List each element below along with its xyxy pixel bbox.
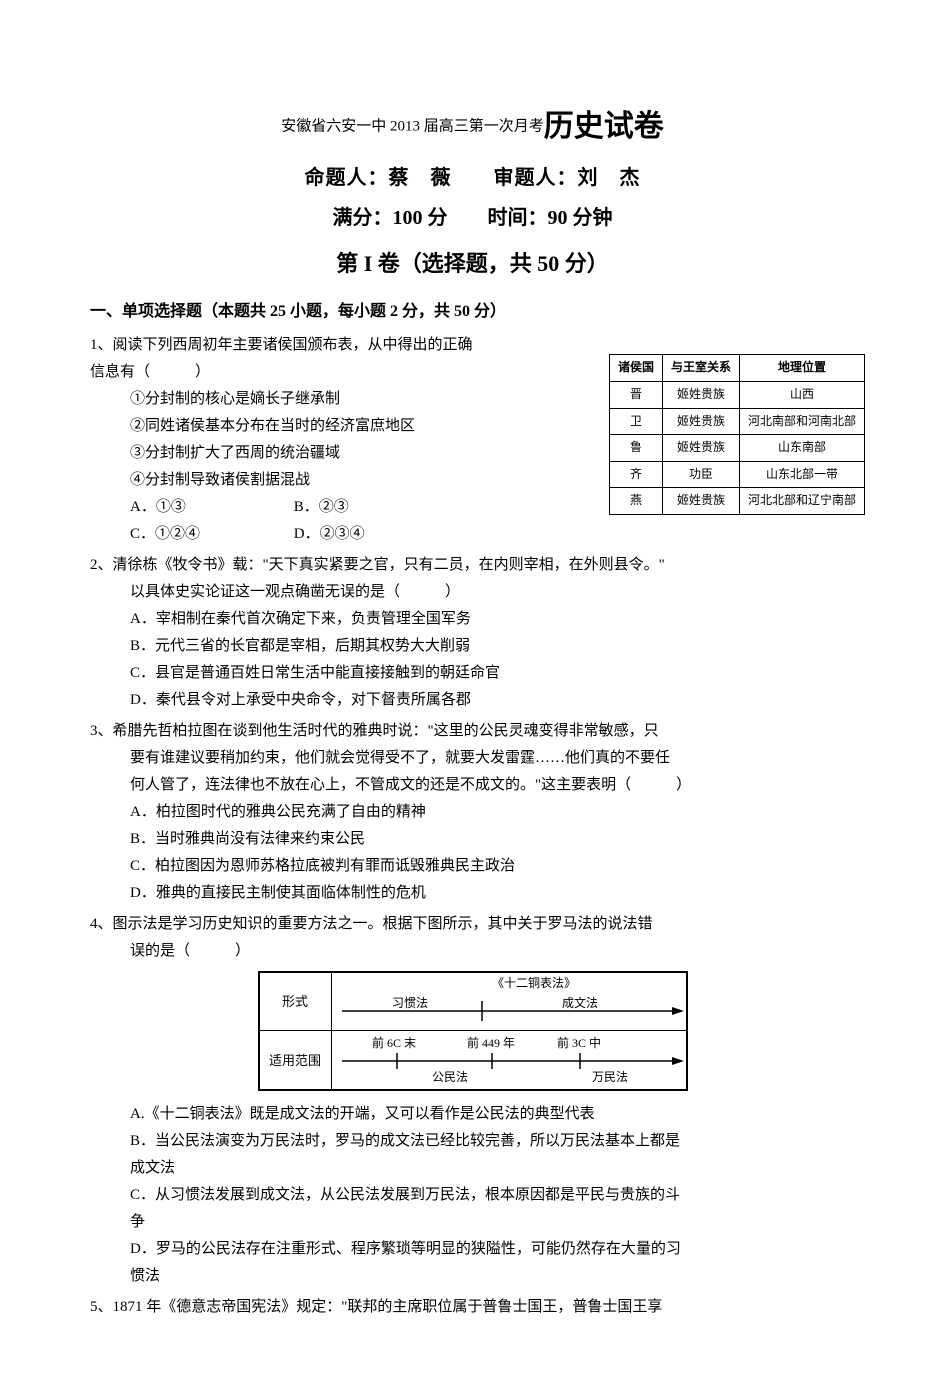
q5-num: 5、 [90,1299,113,1315]
q4-num: 4、 [90,916,113,932]
part-label: 第 I 卷（选择题，共 50 分） [90,244,855,284]
header-score-time: 满分：100 分 时间：90 分钟 [90,200,855,236]
diag-right: 成文法 [562,995,598,1010]
full-score: 满分：100 分 [333,207,448,229]
diagram-content-1: 《十二铜表法》 习惯法 成文法 [332,973,686,1030]
q1-opt-d: D．②③④ [294,521,454,548]
q3-opt-c: C．柏拉图因为恩师苏格拉底被判有罪而诋毁雅典民主政治 [130,853,855,880]
table-row: 齐功臣山东北部一带 [609,461,864,488]
diagram-row-1: 形式 《十二铜表法》 习惯法 成文法 [260,973,686,1031]
q4-opt-b2: 成文法 [130,1155,855,1182]
table-row: 晋姬姓贵族山西 [609,381,864,408]
section-1-title: 一、单项选择题（本题共 25 小题，每小题 2 分，共 50 分） [90,298,855,327]
q2-opt-d: D．秦代县令对上承受中央命令，对下督责所属各郡 [130,687,855,714]
timeline-bottom-svg: 前 6C 末 前 449 年 前 3C 中 公民法 万民法 [332,1031,690,1089]
table-row: 鲁姬姓贵族山东南部 [609,435,864,462]
q1-item-1: ①分封制的核心是嫡长子继承制 [130,386,480,413]
header-line-1: 安徽省六安一中 2013 届高三第一次月考历史试卷 [90,100,855,154]
q3-stem1: 希腊先哲柏拉图在谈到他生活时代的雅典时说："这里的公民灵魂变得非常敏感，只 [113,723,659,739]
diag-t2: 前 449 年 [467,1035,515,1050]
q5-stem: 1871 年《德意志帝国宪法》规定："联邦的主席职位属于普鲁士国王，普鲁士国王享 [113,1299,663,1315]
q4-opt-c1: C．从习惯法发展到成文法，从公民法发展到万民法，根本原因都是平民与贵族的斗 [130,1182,855,1209]
q2-num: 2、 [90,557,113,573]
q3-opt-b: B．当时雅典尚没有法律来约束公民 [130,826,855,853]
q2-opt-b: B．元代三省的长官都是宰相，后期其权势大大削弱 [130,633,855,660]
question-1: 诸侯国 与王室关系 地理位置 晋姬姓贵族山西 卫姬姓贵族河北南部和河南北部 鲁姬… [90,332,855,548]
q3-stem3: 何人管了，连法律也不放在心上，不管成文的还是不成文的。"这主要表明（ ） [130,772,855,799]
table-row: 卫姬姓贵族河北南部和河南北部 [609,408,864,435]
question-3: 3、希腊先哲柏拉图在谈到他生活时代的雅典时说："这里的公民灵魂变得非常敏感，只 … [90,718,855,907]
q1-opt-c: C．①②④ [130,521,290,548]
q4-opt-d2: 惯法 [130,1263,855,1290]
q3-opt-d: D．雅典的直接民主制使其面临体制性的危机 [130,880,855,907]
question-5: 5、1871 年《德意志帝国宪法》规定："联邦的主席职位属于普鲁士国王，普鲁士国… [90,1294,855,1321]
q1-opt-a: A．①③ [130,494,290,521]
q2-opt-a: A．宰相制在秦代首次确定下来，负责管理全国军务 [130,606,855,633]
q3-num: 3、 [90,723,113,739]
q2-opt-c: C．县官是普通百姓日常生活中能直接接触到的朝廷命官 [130,660,855,687]
q4-stem2: 误的是（ ） [130,938,855,965]
q2-stem2: 以具体史实论证这一观点确凿无误的是（ ） [130,579,855,606]
th-relation: 与王室关系 [662,355,739,382]
q1-stem: 阅读下列西周初年主要诸侯国颁布表，从中得出的正确信息有（ ） [90,337,473,380]
diag-left: 习惯法 [392,995,428,1010]
question-2: 2、清徐栋《牧令书》载："天下真实紧要之官，只有二员，在内则宰相，在外则县令。"… [90,552,855,714]
q1-table: 诸侯国 与王室关系 地理位置 晋姬姓贵族山西 卫姬姓贵族河北南部和河南北部 鲁姬… [609,354,865,515]
diag-bottom-right: 万民法 [592,1070,628,1084]
table-header-row: 诸侯国 与王室关系 地理位置 [609,355,864,382]
q1-item-3: ③分封制扩大了西周的统治疆域 [130,440,480,467]
diag-bottom-left: 公民法 [432,1070,468,1084]
author-right: 审题人：刘 杰 [494,167,641,189]
q4-opt-a: A.《十二铜表法》既是成文法的开端，又可以看作是公民法的典型代表 [130,1101,855,1128]
diagram-content-2: 前 6C 末 前 449 年 前 3C 中 公民法 万民法 [332,1031,686,1089]
q4-stem1: 图示法是学习历史知识的重要方法之一。根据下图所示，其中关于罗马法的说法错 [113,916,653,932]
q3-opt-a: A．柏拉图时代的雅典公民充满了自由的精神 [130,799,855,826]
header-prefix: 安徽省六安一中 2013 届高三第一次月考 [281,118,544,134]
question-4: 4、图示法是学习历史知识的重要方法之一。根据下图所示，其中关于罗马法的说法错 误… [90,911,855,1290]
q1-item-4: ④分封制导致诸侯割据混战 [130,467,480,494]
diagram-row-2: 适用范围 前 6C 末 前 449 年 前 3C 中 公民法 万民法 [260,1031,686,1089]
diagram-label-scope: 适用范围 [260,1031,332,1089]
exam-time: 时间：90 分钟 [488,207,613,229]
q4-opt-b1: B．当公民法演变为万民法时，罗马的成文法已经比较完善，所以万民法基本上都是 [130,1128,855,1155]
q1-opt-b: B．②③ [294,494,454,521]
q4-diagram: 形式 《十二铜表法》 习惯法 成文法 适用范围 前 6C 末 前 449 年 前… [258,971,688,1091]
header-authors: 命题人：蔡 薇 审题人：刘 杰 [90,160,855,196]
timeline-top-svg: 《十二铜表法》 习惯法 成文法 [332,973,690,1031]
diag-top-center: 《十二铜表法》 [492,975,576,990]
q3-stem2: 要有谁建议要稍加约束，他们就会觉得受不了，就要大发雷霆……他们真的不要任 [130,745,855,772]
q4-opt-c2: 争 [130,1209,855,1236]
diagram-label-form: 形式 [260,973,332,1030]
th-location: 地理位置 [739,355,864,382]
author-left: 命题人：蔡 薇 [305,167,452,189]
diag-t3: 前 3C 中 [557,1035,601,1050]
q1-num: 1、 [90,337,113,353]
q2-stem1: 清徐栋《牧令书》载："天下真实紧要之官，只有二员，在内则宰相，在外则县令。" [113,557,665,573]
q1-item-2: ②同姓诸侯基本分布在当时的经济富庶地区 [130,413,480,440]
diag-t1: 前 6C 末 [372,1035,416,1050]
th-state: 诸侯国 [609,355,662,382]
table-row: 燕姬姓贵族河北北部和辽宁南部 [609,488,864,515]
q4-opt-d1: D．罗马的公民法存在注重形式、程序繁琐等明显的狭隘性，可能仍然存在大量的习 [130,1236,855,1263]
header-title-big: 历史试卷 [544,110,664,143]
